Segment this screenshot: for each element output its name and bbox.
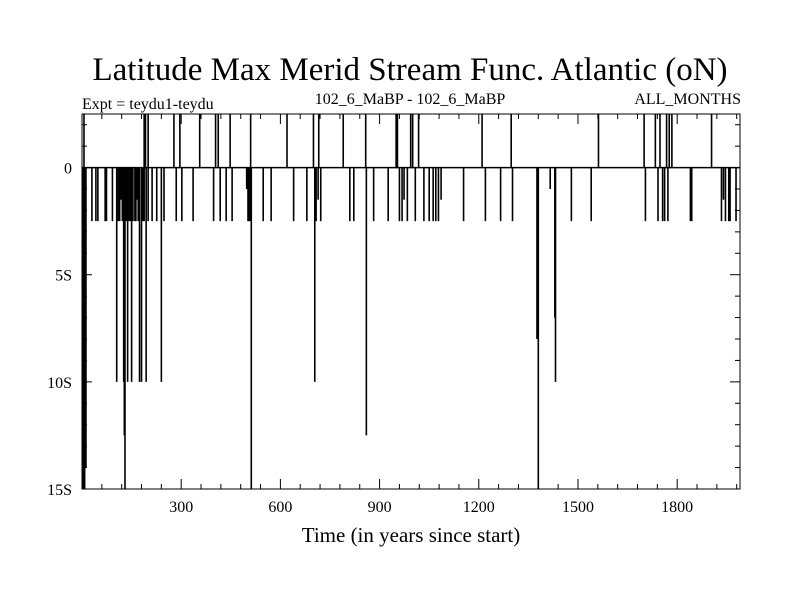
period-label: ALL_MONTHS [634, 91, 741, 108]
chart-title: Latitude Max Merid Stream Func. Atlantic… [92, 52, 727, 88]
x-tick-label: 900 [368, 499, 392, 516]
data-spikes [82, 114, 737, 489]
y-tick-label: 0 [64, 161, 72, 178]
x-tick-label: 300 [169, 499, 193, 516]
y-axis: 0 5S 10S 15S [47, 161, 72, 499]
plot-frame [81, 113, 741, 490]
x-tick-label: 1800 [661, 499, 693, 516]
y-tick-label: 15S [47, 482, 72, 499]
x-axis-label: Time (in years since start) [302, 523, 521, 547]
x-tick-label: 600 [268, 499, 292, 516]
x-tick-label: 1500 [562, 499, 594, 516]
minor-ticks [82, 114, 740, 489]
run-label: 102_6_MaBP - 102_6_MaBP [315, 91, 506, 108]
plot-area [81, 113, 741, 490]
y-tick-label: 10S [47, 375, 72, 392]
x-axis: 300 600 900 1200 1500 1800 Time (in year… [169, 499, 693, 547]
major-ticks [82, 114, 740, 490]
x-tick-label: 1200 [463, 499, 495, 516]
y-tick-label: 5S [55, 268, 72, 285]
experiment-label: Expt = teydu1-teydu [82, 96, 214, 113]
